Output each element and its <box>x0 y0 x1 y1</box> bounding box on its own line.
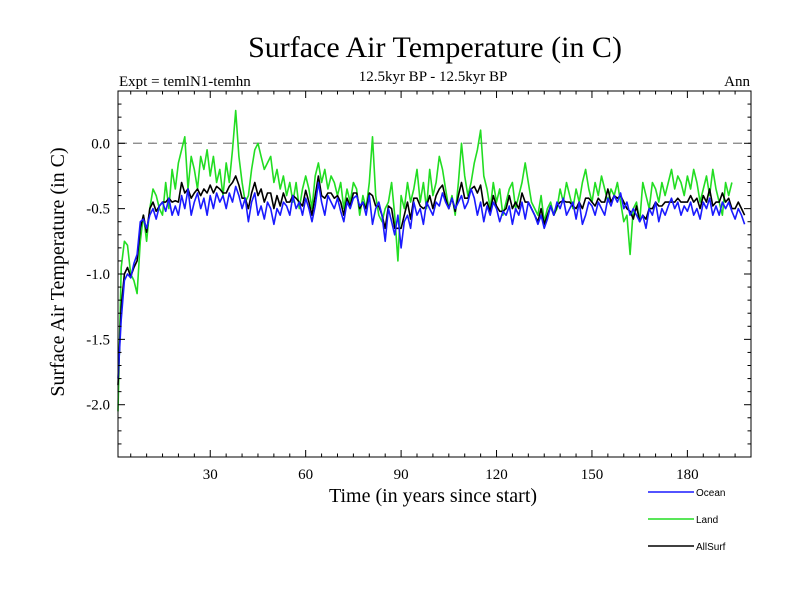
series-line-land <box>117 109 733 412</box>
x-tick-label: 60 <box>298 467 313 483</box>
chart-title: Surface Air Temperature (in C) <box>248 31 622 64</box>
x-axis-label: Time (in years since start) <box>329 485 537 507</box>
legend-label-ocean: Ocean <box>696 488 725 499</box>
legend-label-land: Land <box>696 515 718 526</box>
y-tick-label: -0.5 <box>86 202 110 218</box>
series-line-ocean <box>117 181 746 379</box>
chart-subtitle: 12.5kyr BP - 12.5kyr BP <box>359 69 508 85</box>
x-tick-label: 180 <box>676 467 699 483</box>
x-tick-label: 30 <box>203 467 218 483</box>
y-axis-label: Surface Air Temperature (in C) <box>47 147 69 396</box>
series-line-allsurf <box>117 175 746 386</box>
y-tick-label: -2.0 <box>86 398 110 414</box>
season-label: Ann <box>724 74 750 90</box>
legend-label-allsurf: AllSurf <box>696 542 726 553</box>
y-tick-label: -1.5 <box>86 332 110 348</box>
y-tick-label: 0.0 <box>91 136 110 152</box>
legend: Ocean Land AllSurf <box>648 488 726 553</box>
y-tick-label: -1.0 <box>86 267 110 283</box>
expt-label: Expt = temlN1-temhn <box>119 74 251 90</box>
x-tick-label: 120 <box>485 467 508 483</box>
plot-frame <box>117 90 752 458</box>
plot-area: 30 60 90 120 150 180 -2.0 -1.5 -1.0 -0.5 0.0 <box>86 90 752 483</box>
x-tick-label: 90 <box>394 467 409 483</box>
x-tick-label: 150 <box>581 467 604 483</box>
